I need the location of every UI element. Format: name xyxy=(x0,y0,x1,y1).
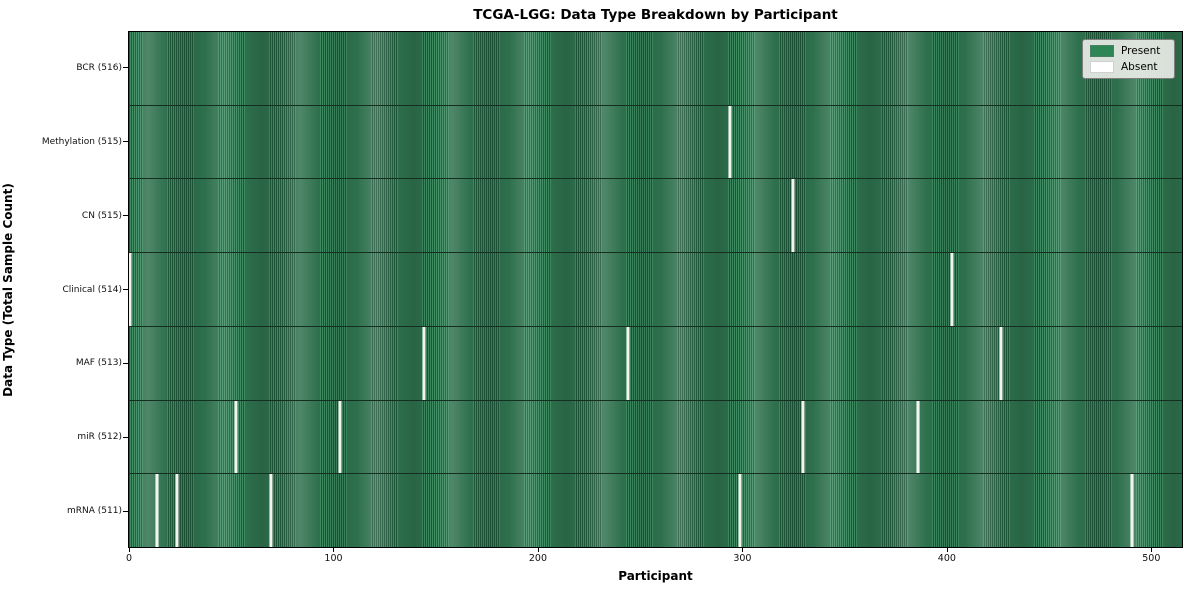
absent-cell xyxy=(999,326,1003,400)
heatmap-row-Methylation xyxy=(129,105,1182,180)
x-tick-label: 300 xyxy=(733,553,752,564)
absent-cell xyxy=(801,400,805,474)
legend-item-present: Present xyxy=(1090,45,1167,57)
y-tick-label: CN (515) xyxy=(81,210,122,221)
y-axis-label: Data Type (Total Sample Count) xyxy=(1,183,15,397)
heatmap-row-miR xyxy=(129,400,1182,475)
absent-cell xyxy=(338,400,342,474)
y-tick-label: Clinical (514) xyxy=(62,284,122,295)
x-tick-mark xyxy=(129,548,131,552)
y-tick-mark xyxy=(123,67,128,69)
absent-cell xyxy=(626,326,630,400)
absent-cell xyxy=(791,179,795,253)
y-tick-label: MAF (513) xyxy=(75,358,122,369)
y-tick-mark xyxy=(123,215,128,217)
heatmap-row-CN xyxy=(129,179,1182,254)
absent-cell xyxy=(950,253,954,326)
absent-cell xyxy=(234,400,238,474)
heatmap-row-Clinical xyxy=(129,253,1182,327)
y-tick-mark xyxy=(123,436,128,438)
legend-label: Absent xyxy=(1121,61,1158,73)
x-tick-mark xyxy=(946,548,948,552)
heatmap-row-BCR xyxy=(129,32,1182,106)
legend-label: Present xyxy=(1121,45,1161,57)
y-tick-mark xyxy=(123,141,128,143)
x-tick-label: 200 xyxy=(528,553,547,564)
x-tick-mark xyxy=(333,548,335,552)
x-tick-label: 100 xyxy=(324,553,343,564)
x-tick-mark xyxy=(537,548,539,552)
absent-cell xyxy=(728,105,732,179)
absent-cell xyxy=(916,400,920,474)
absent-cell xyxy=(1130,474,1134,548)
y-tick-label: mRNA (511) xyxy=(67,506,122,517)
legend: Present Absent xyxy=(1082,39,1175,79)
y-tick-mark xyxy=(123,289,128,290)
x-axis-label: Participant xyxy=(618,569,693,583)
legend-item-absent: Absent xyxy=(1090,61,1167,73)
plot-area xyxy=(128,31,1183,548)
absent-cell xyxy=(175,474,179,548)
absent-cell xyxy=(738,474,742,548)
y-tick-label: BCR (516) xyxy=(76,62,122,73)
absent-cell xyxy=(155,474,159,548)
heatmap-row-MAF xyxy=(129,326,1182,401)
y-tick-mark xyxy=(123,362,128,364)
absent-cell xyxy=(269,474,273,548)
legend-swatch-icon xyxy=(1090,45,1114,57)
legend-swatch-icon xyxy=(1090,61,1114,73)
y-tick-label: Methylation (515) xyxy=(41,136,122,147)
heatmap-row-mRNA xyxy=(129,474,1182,548)
y-tick-mark xyxy=(123,510,128,512)
x-tick-mark xyxy=(742,548,744,552)
chart-title: TCGA-LGG: Data Type Breakdown by Partici… xyxy=(473,7,838,23)
absent-cell xyxy=(129,253,132,326)
x-tick-label: 0 xyxy=(125,553,133,564)
y-tick-label: miR (512) xyxy=(77,432,122,443)
x-tick-label: 500 xyxy=(1142,553,1161,564)
absent-cell xyxy=(422,326,426,400)
x-tick-mark xyxy=(1151,548,1153,552)
x-tick-label: 400 xyxy=(937,553,956,564)
